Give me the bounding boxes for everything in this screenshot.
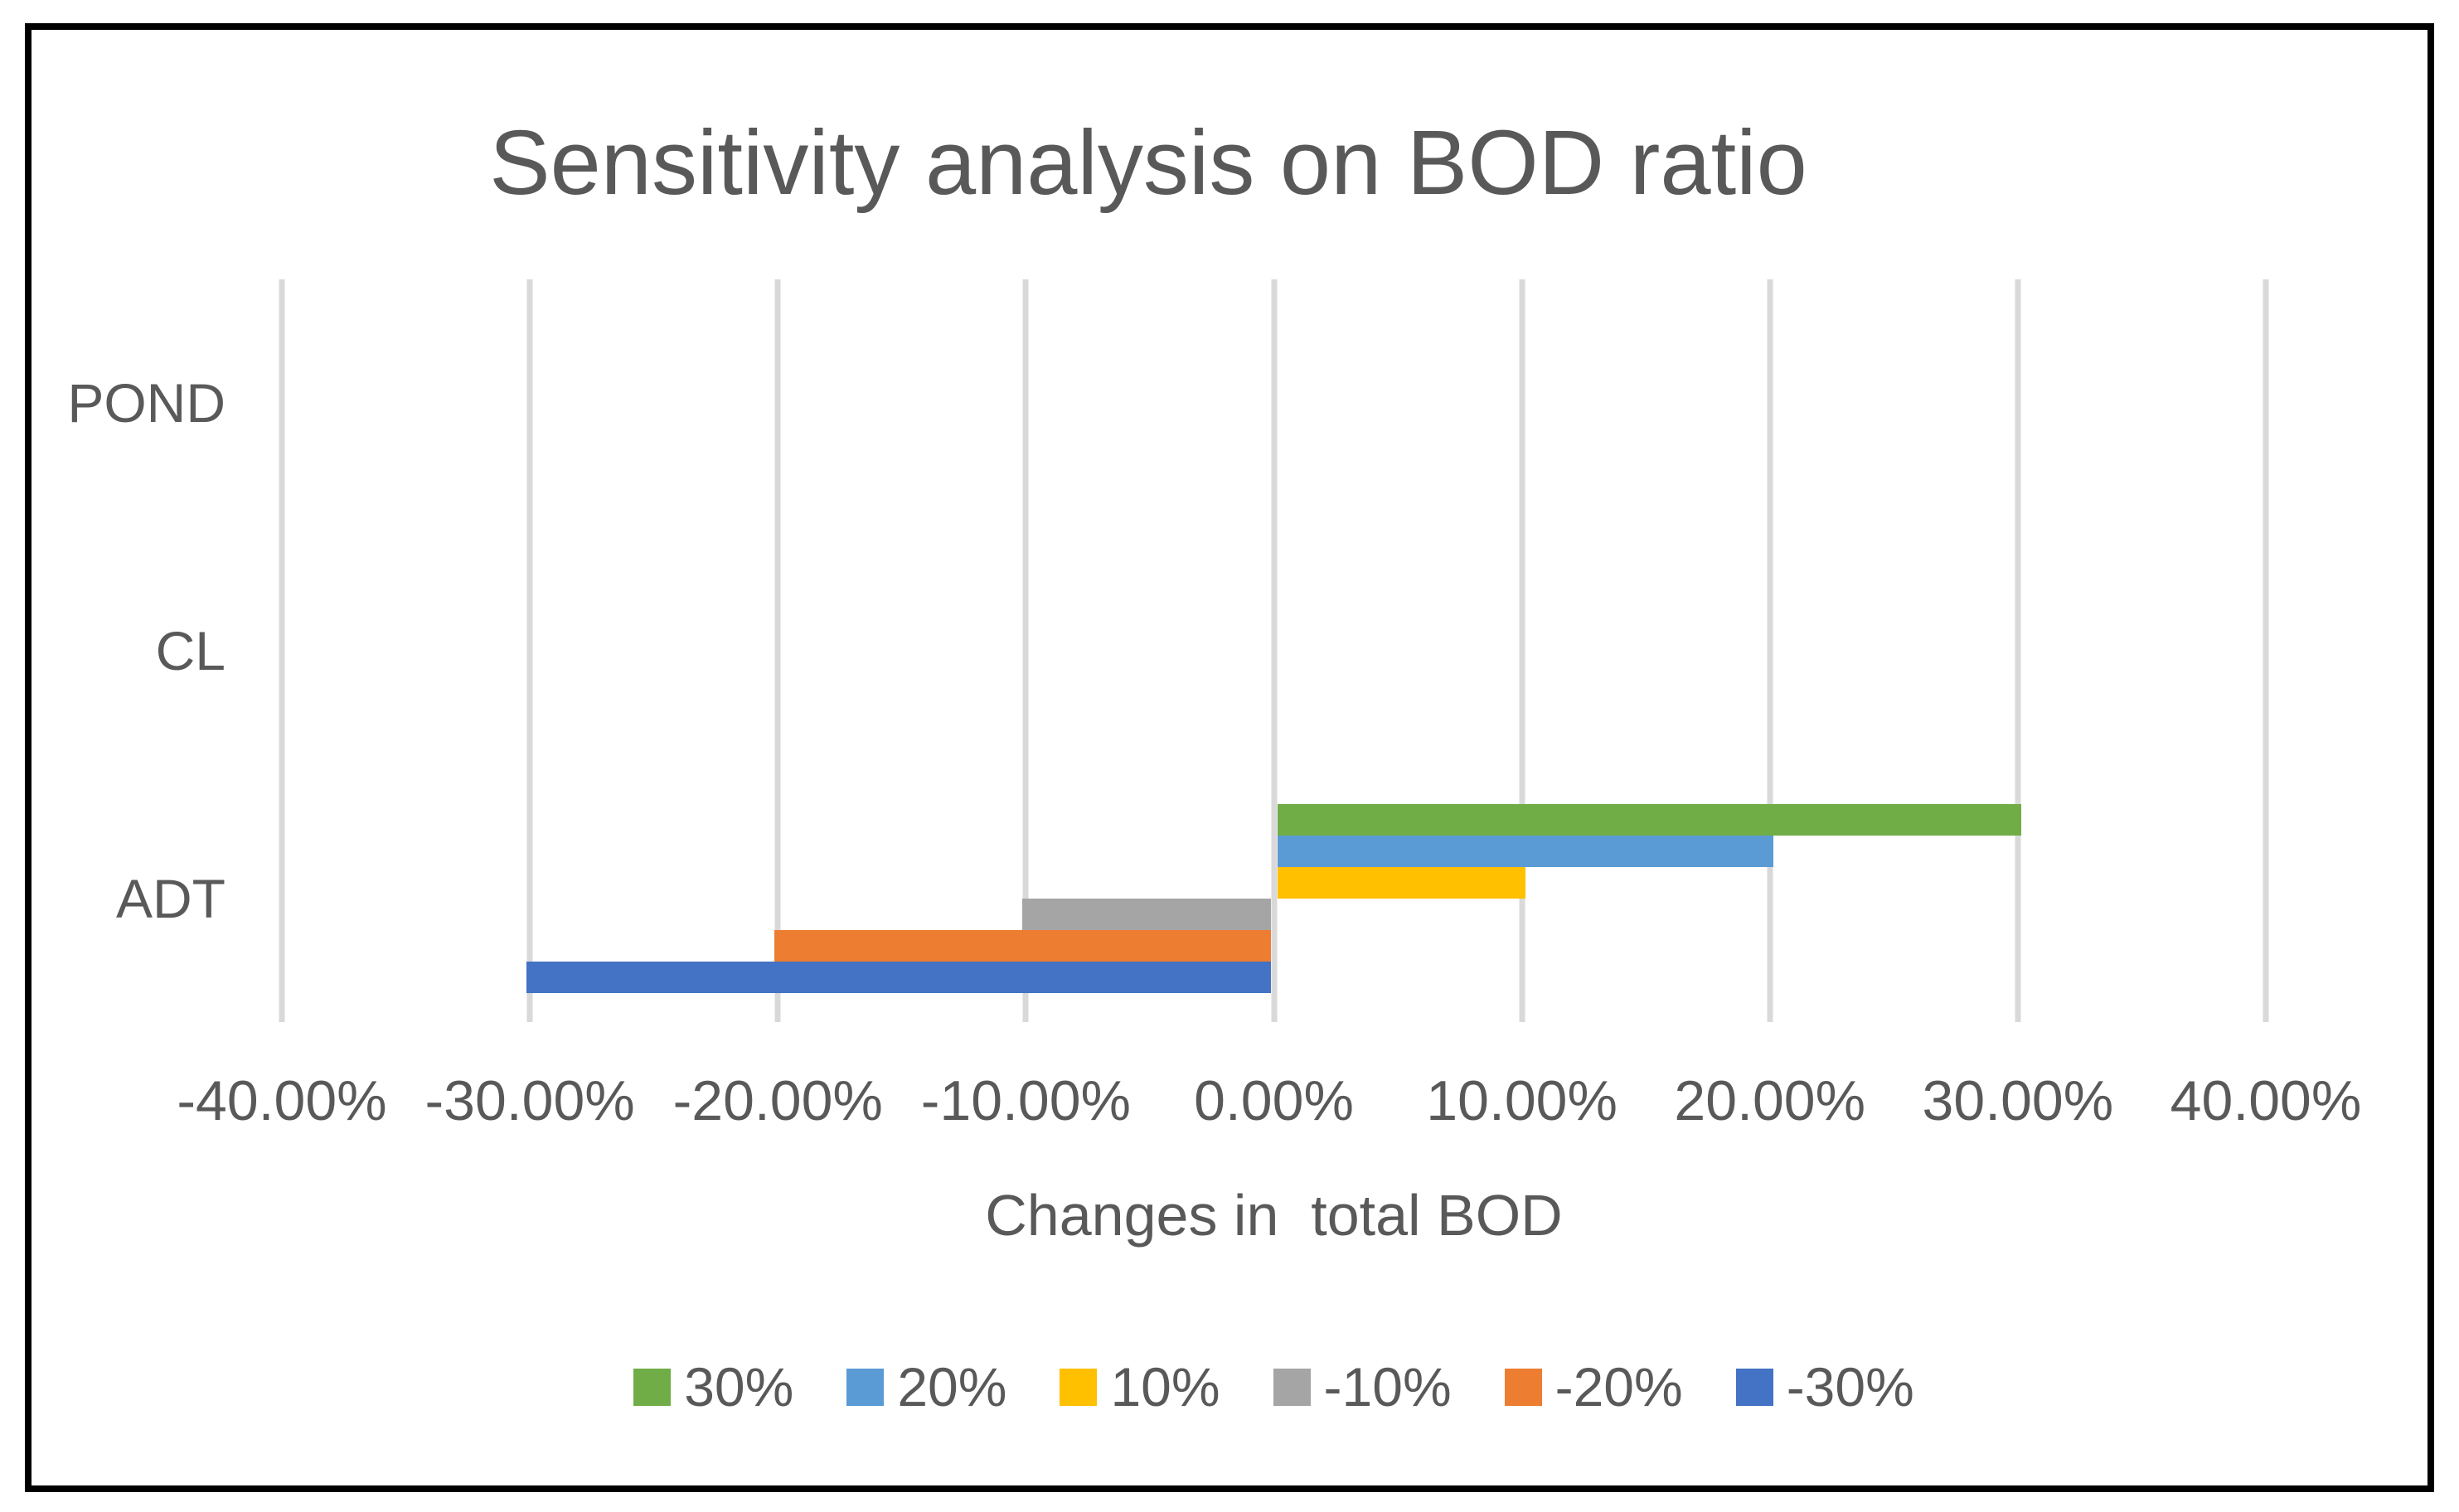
x-tick-label: 0.00% xyxy=(1194,1069,1354,1132)
legend-item--20pct: -20% xyxy=(1504,1356,1683,1418)
legend-label: 30% xyxy=(684,1356,794,1418)
plot-area xyxy=(279,279,2269,1022)
x-tick-label: -10.00% xyxy=(920,1069,1132,1132)
legend-item-20pct: 20% xyxy=(846,1358,1006,1416)
legend-item-30pct: 30% xyxy=(633,1358,793,1416)
category-label-pond: POND xyxy=(67,372,226,434)
legend-swatch-icon xyxy=(1060,1368,1098,1406)
legend-swatch-icon xyxy=(1273,1368,1311,1406)
gridline xyxy=(1767,279,1773,1022)
legend-label: 20% xyxy=(897,1356,1007,1418)
x-tick-label: 10.00% xyxy=(1426,1069,1618,1132)
legend-label: 10% xyxy=(1110,1356,1220,1418)
gridline xyxy=(526,279,533,1022)
legend-label: -20% xyxy=(1554,1356,1683,1418)
x-tick-label: 20.00% xyxy=(1674,1069,1866,1132)
gridline xyxy=(1271,279,1277,1022)
x-tick-label: -30.00% xyxy=(424,1069,635,1132)
bar-adt--30pct xyxy=(526,961,1271,993)
bar-adt-10pct xyxy=(1277,866,1525,899)
bar-adt--10pct xyxy=(1022,898,1271,930)
category-label-cl: CL xyxy=(155,620,226,681)
x-tick-label: -20.00% xyxy=(672,1069,883,1132)
legend-item--10pct: -10% xyxy=(1273,1358,1452,1416)
legend-swatch-icon xyxy=(1504,1368,1542,1406)
legend-swatch-icon xyxy=(846,1368,885,1406)
legend-label: -10% xyxy=(1323,1356,1452,1418)
gridline xyxy=(774,279,781,1022)
legend-swatch-icon xyxy=(633,1368,672,1406)
bar-adt-30pct xyxy=(1277,803,2021,836)
legend-swatch-icon xyxy=(1735,1368,1773,1406)
legend-label: -30% xyxy=(1786,1356,1914,1418)
x-tick-label: 30.00% xyxy=(1922,1069,2114,1132)
gridline xyxy=(2263,279,2269,1022)
x-axis-tick-labels: -40.00% -30.00% -20.00% -10.00% 0.00% 10.00% 2… xyxy=(177,1068,2361,1134)
legend-item--30pct: -30% xyxy=(1735,1356,1914,1418)
gridline xyxy=(1519,279,1525,1022)
x-tick-label: -40.00% xyxy=(177,1069,387,1132)
x-tick-label: 40.00% xyxy=(2170,1069,2362,1132)
chart-title: Sensitivity analysis on BOD ratio xyxy=(489,112,1807,214)
gridline xyxy=(1022,279,1029,1022)
gridline xyxy=(2015,279,2021,1022)
category-label-adt: ADT xyxy=(116,867,226,929)
x-axis-title: Changes in total BOD xyxy=(985,1183,1563,1248)
chart-frame-border xyxy=(25,23,2434,1492)
gridline xyxy=(279,279,285,1022)
legend-item-10pct: 10% xyxy=(1060,1358,1220,1416)
legend: 30% 20% 10% -10% -20% -30% xyxy=(282,1358,2266,1416)
bar-adt-20pct xyxy=(1277,835,1773,867)
bar-adt--20pct xyxy=(774,929,1271,962)
y-axis-category-labels: POND CL ADT xyxy=(0,279,226,1022)
